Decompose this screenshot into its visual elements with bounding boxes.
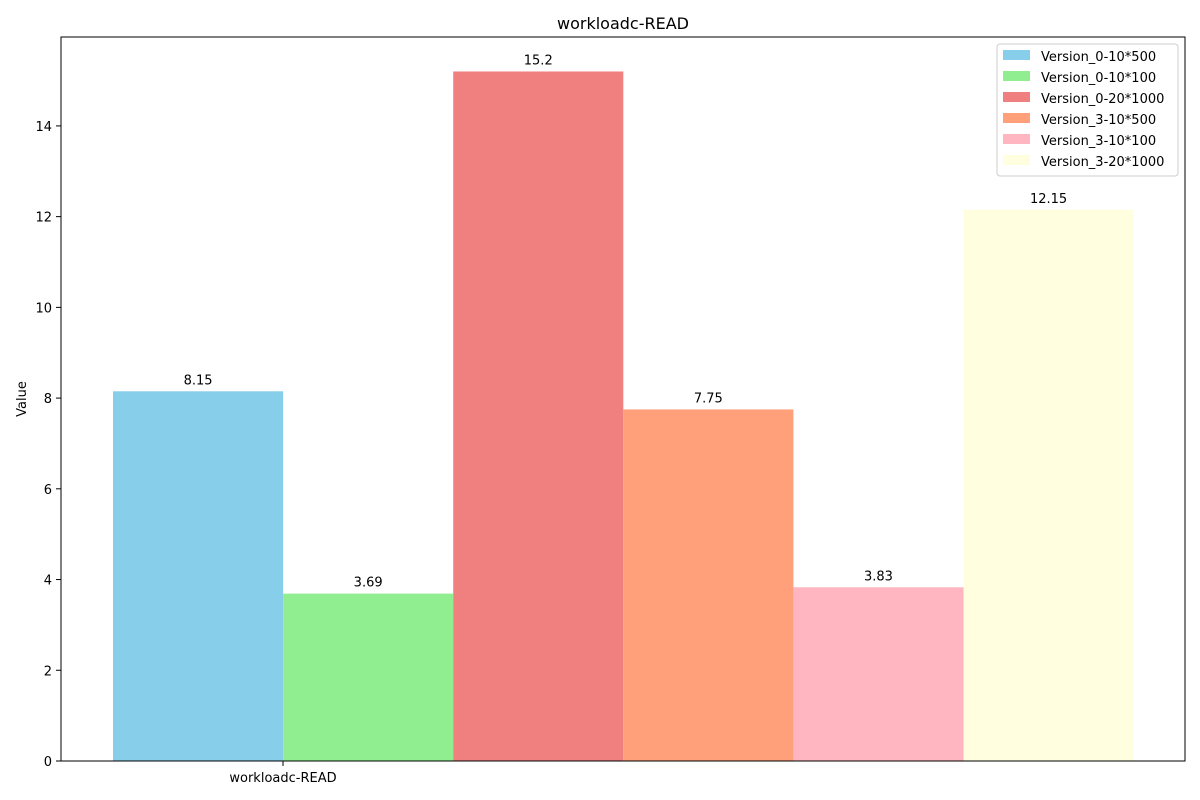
y-tick-label-5: 10 [35, 301, 52, 316]
bar-value-label-6: 12.15 [1030, 192, 1067, 207]
y-tick-label-6: 12 [35, 211, 52, 226]
legend-label-3: Version_0-20*1000 [1041, 92, 1164, 107]
x-tick-label-0: workloadc-READ [229, 771, 336, 786]
y-tick-label-7: 14 [35, 120, 52, 135]
legend-label-4: Version_3-10*500 [1041, 113, 1156, 128]
plot-frame [60, 36, 1186, 762]
bar-value-labels: 8.15 3.69 15.2 7.75 3.83 12.15 [184, 53, 1068, 590]
legend-swatch-4 [1003, 113, 1030, 123]
legend-label-5: Version_3-10*100 [1041, 134, 1156, 149]
legend-swatch-6 [1003, 155, 1030, 165]
bar-value-label-3: 15.2 [524, 53, 553, 68]
y-tick-label-4: 8 [44, 392, 52, 407]
bar-1 [113, 391, 284, 761]
y-tick-label-3: 6 [44, 483, 52, 498]
legend-swatch-2 [1003, 71, 1030, 81]
legend-box [996, 43, 1179, 177]
bar-value-label-4: 7.75 [694, 391, 723, 406]
y-tick-label-1: 2 [44, 664, 52, 679]
bar-4 [623, 409, 794, 761]
legend-swatch-3 [1003, 92, 1030, 102]
chart-title: workloadc-READ [557, 14, 689, 33]
legend: Version_0-10*500 Version_0-10*100 Version_… [996, 43, 1179, 177]
bar-5 [793, 587, 964, 761]
y-axis-label: Value [15, 381, 30, 417]
legend-swatch-5 [1003, 134, 1030, 144]
legend-label-6: Version_3-20*1000 [1041, 155, 1164, 170]
bar-value-label-5: 3.83 [864, 569, 893, 584]
bar-value-label-1: 8.15 [184, 373, 213, 388]
legend-label-1: Version_0-10*500 [1041, 50, 1156, 65]
bar-6 [963, 209, 1134, 761]
bar-3 [453, 71, 624, 761]
y-tick-label-0: 0 [44, 755, 52, 770]
y-axis-ticks: 0 2 4 6 8 10 12 14 [35, 120, 61, 770]
legend-swatch-1 [1003, 50, 1030, 60]
legend-label-2: Version_0-10*100 [1041, 71, 1156, 86]
bars-group [113, 71, 1134, 761]
bar-2 [283, 593, 454, 761]
x-axis-ticks: workloadc-READ [229, 761, 337, 786]
bar-value-label-2: 3.69 [354, 576, 383, 591]
y-tick-label-2: 4 [44, 574, 52, 589]
